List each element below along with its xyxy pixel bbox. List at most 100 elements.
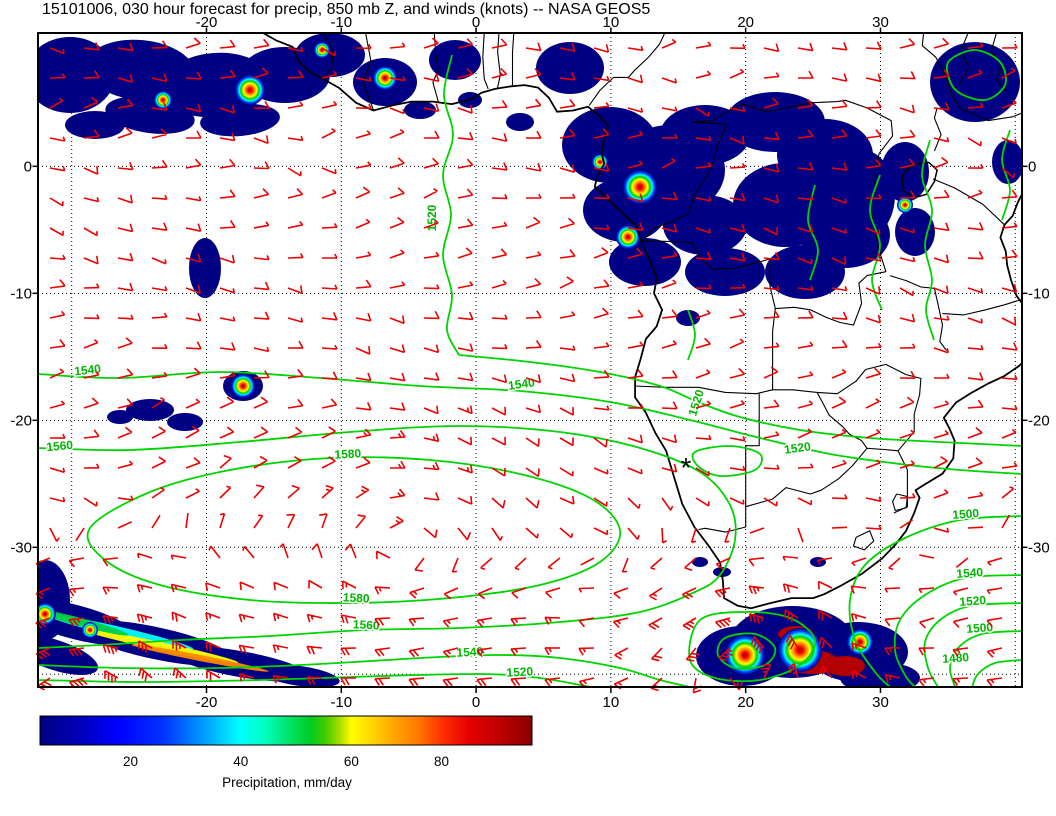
colorbar-tick-label: 40 (233, 754, 248, 769)
precip-bullseye (82, 622, 98, 638)
country-border (892, 493, 908, 512)
east-africa-coastline (999, 192, 1022, 305)
contour-label: 1540 (956, 565, 984, 581)
lon-label-bottom: 20 (737, 694, 754, 711)
colorbar-ticks: 20 40 60 80 (123, 754, 449, 769)
colorbar: 20 40 60 80 Precipitation, mm/day (39, 715, 533, 790)
wind-barbs (35, 37, 1018, 694)
height-contour (458, 354, 1022, 447)
precip-bullseye (373, 66, 397, 90)
precip-cell (676, 310, 700, 326)
height-contour (691, 445, 763, 477)
country-border (698, 393, 760, 533)
country-border (362, 33, 375, 111)
contour-label: 1520 (959, 593, 987, 609)
precip-cell (895, 208, 935, 256)
precip-bullseye (38, 603, 56, 625)
contour-label: 1520 (506, 664, 534, 679)
height-contour (38, 654, 691, 687)
lon-label-bottom: -10 (330, 694, 352, 711)
height-contour (848, 515, 1022, 687)
height-contour (442, 54, 460, 356)
country-border (772, 271, 887, 393)
height-contour (949, 630, 1022, 687)
contour-label: 1540 (507, 375, 536, 393)
country-border (932, 178, 1005, 226)
lon-label-top: 0 (472, 14, 480, 31)
precip-cell (65, 111, 125, 139)
country-border (432, 33, 439, 102)
contour-label: 1560 (46, 438, 74, 454)
africa-coastline (262, 33, 1022, 610)
contour-label: 1520 (425, 204, 439, 231)
lake-victoria-outline (901, 161, 938, 199)
precip-cell (765, 245, 845, 299)
height-contour (971, 659, 1022, 687)
lat-label-left: -20 (10, 412, 32, 429)
precip-cell (506, 113, 534, 131)
lat-label-left: -10 (10, 285, 32, 302)
lon-label-top: 10 (603, 14, 620, 31)
country-border (588, 33, 666, 106)
lon-label-bottom: 10 (603, 694, 620, 711)
station-asterisk: * (681, 452, 692, 483)
precip-streak (81, 628, 239, 664)
country-border (641, 121, 728, 243)
precip-cell (663, 195, 747, 255)
precip-cell (295, 33, 365, 77)
country-border (643, 240, 776, 309)
contour-label: 1480 (942, 650, 970, 666)
country-border (635, 385, 773, 395)
lon-label-bottom: 30 (872, 694, 889, 711)
height-contour (687, 309, 696, 361)
country-border (323, 33, 334, 78)
contour-label: 1580 (343, 590, 371, 605)
contour-label: 1580 (334, 446, 362, 461)
precip-cell (692, 557, 708, 567)
precip-bullseye (235, 75, 265, 105)
height-contour (38, 425, 737, 649)
lat-label-right: -20 (1028, 412, 1050, 429)
precip-cell (38, 635, 99, 675)
precip-cell (609, 238, 681, 286)
contour-label: 1520 (783, 439, 812, 457)
wind-barb-field (35, 37, 1018, 694)
country-border (497, 33, 501, 88)
height-contour (807, 184, 819, 281)
precip-cell (200, 103, 280, 137)
country-border (933, 107, 942, 152)
precip-bullseye (154, 91, 172, 109)
precip-cell (189, 238, 221, 298)
lat-label-right: -10 (1028, 285, 1050, 302)
lon-label-bottom: 0 (472, 694, 480, 711)
axis-labels: -20 -20 -10 -10 0 0 10 10 20 20 30 30 0 0 -10 -10 -20 -20… (10, 14, 1049, 711)
precip-cell (167, 413, 203, 431)
contour-label: 1520 (685, 388, 707, 418)
precip-cell (404, 101, 436, 119)
country-border (959, 33, 969, 85)
colorbar-tick-label: 60 (344, 754, 359, 769)
precip-bullseye (314, 42, 330, 58)
height-contours (38, 49, 1022, 687)
country-border (817, 363, 922, 452)
precip-cell (992, 140, 1022, 184)
country-border (816, 392, 868, 449)
colorbar-tick-label: 20 (123, 754, 138, 769)
contour-label: 1540 (74, 362, 102, 379)
precip-cell (126, 399, 174, 421)
precip-cell (107, 410, 133, 424)
precip-bullseye (623, 170, 657, 204)
country-border (852, 530, 875, 551)
precip-bullseye (778, 628, 822, 672)
colorbar-gradient (39, 715, 533, 746)
precip-cell (260, 664, 340, 687)
map-frame (37, 32, 1023, 688)
precip-cell (930, 42, 1020, 122)
height-contour (38, 673, 591, 687)
height-contour (688, 611, 817, 683)
height-contour (1001, 129, 1011, 221)
colorbar-caption: Precipitation, mm/day (222, 775, 352, 790)
precip-bullseye (231, 374, 255, 398)
